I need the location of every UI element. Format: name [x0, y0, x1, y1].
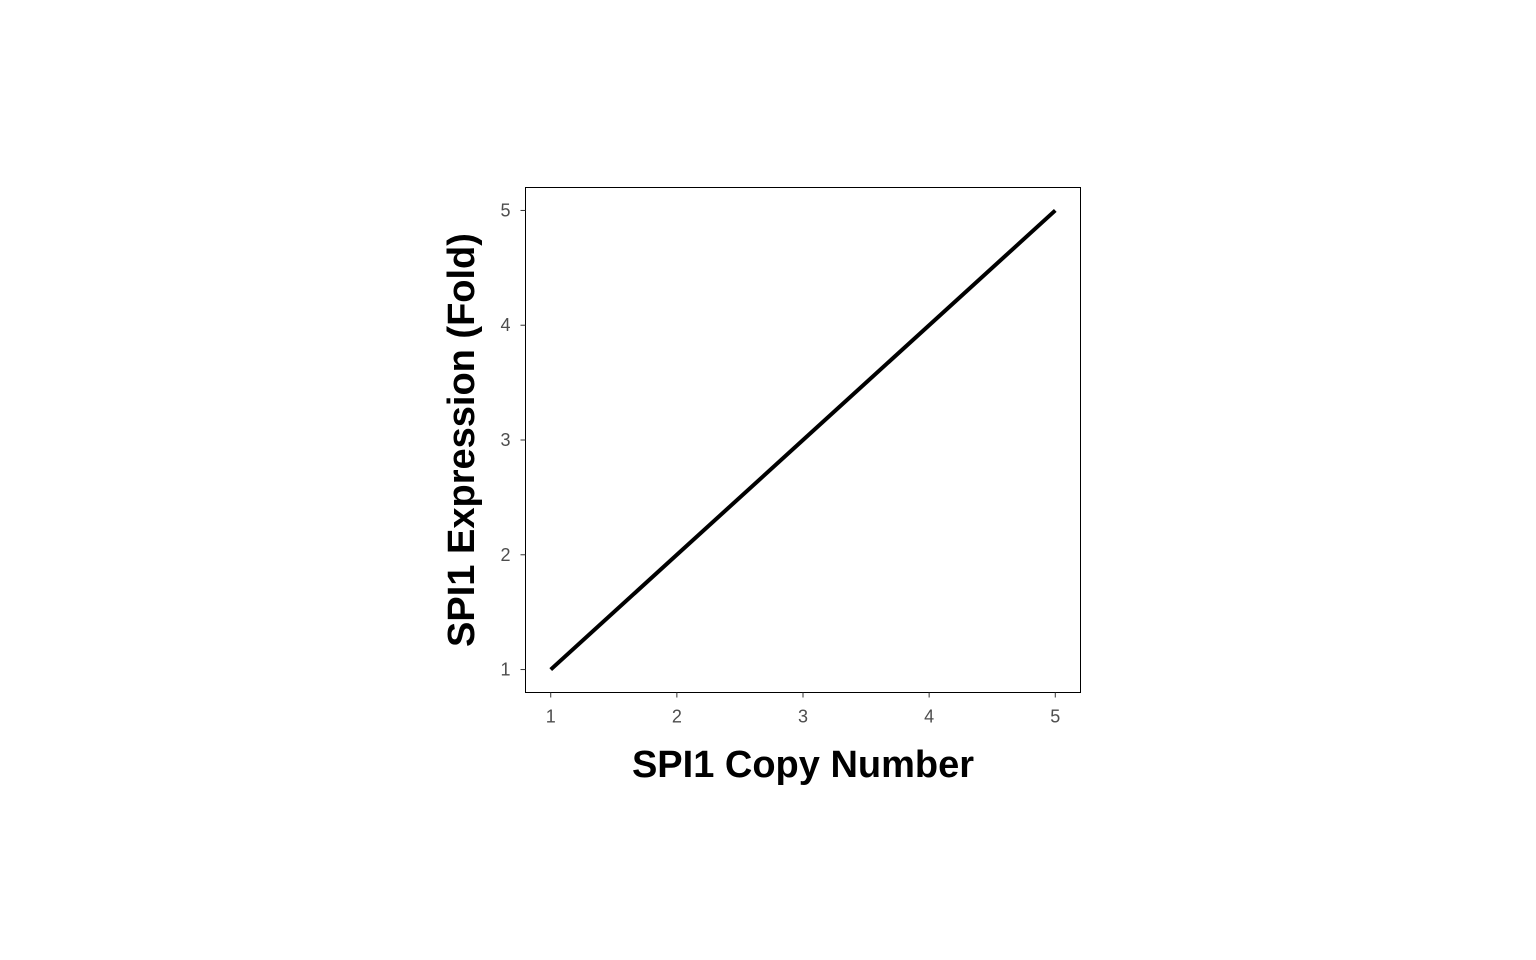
y-tick-label: 3 [500, 430, 510, 450]
y-axis-title: SPI1 Expression (Fold) [441, 233, 483, 647]
y-tick-label: 1 [500, 660, 510, 680]
x-tick-label: 3 [798, 707, 808, 727]
y-tick-label: 2 [500, 545, 510, 565]
x-tick-label: 4 [924, 707, 934, 727]
series-layer [549, 208, 1057, 672]
x-tick-label: 2 [672, 707, 682, 727]
x-axis-title: SPI1 Copy Number [632, 744, 974, 786]
x-tick-label: 5 [1050, 707, 1060, 727]
x-axis-ticks: 1 2 3 4 5 [546, 692, 1060, 727]
series-line [549, 208, 1057, 672]
y-tick-label: 4 [500, 315, 510, 335]
y-tick-label: 5 [500, 200, 510, 220]
y-axis-ticks: 1 2 3 4 5 [500, 200, 526, 680]
x-tick-label: 1 [546, 707, 556, 727]
